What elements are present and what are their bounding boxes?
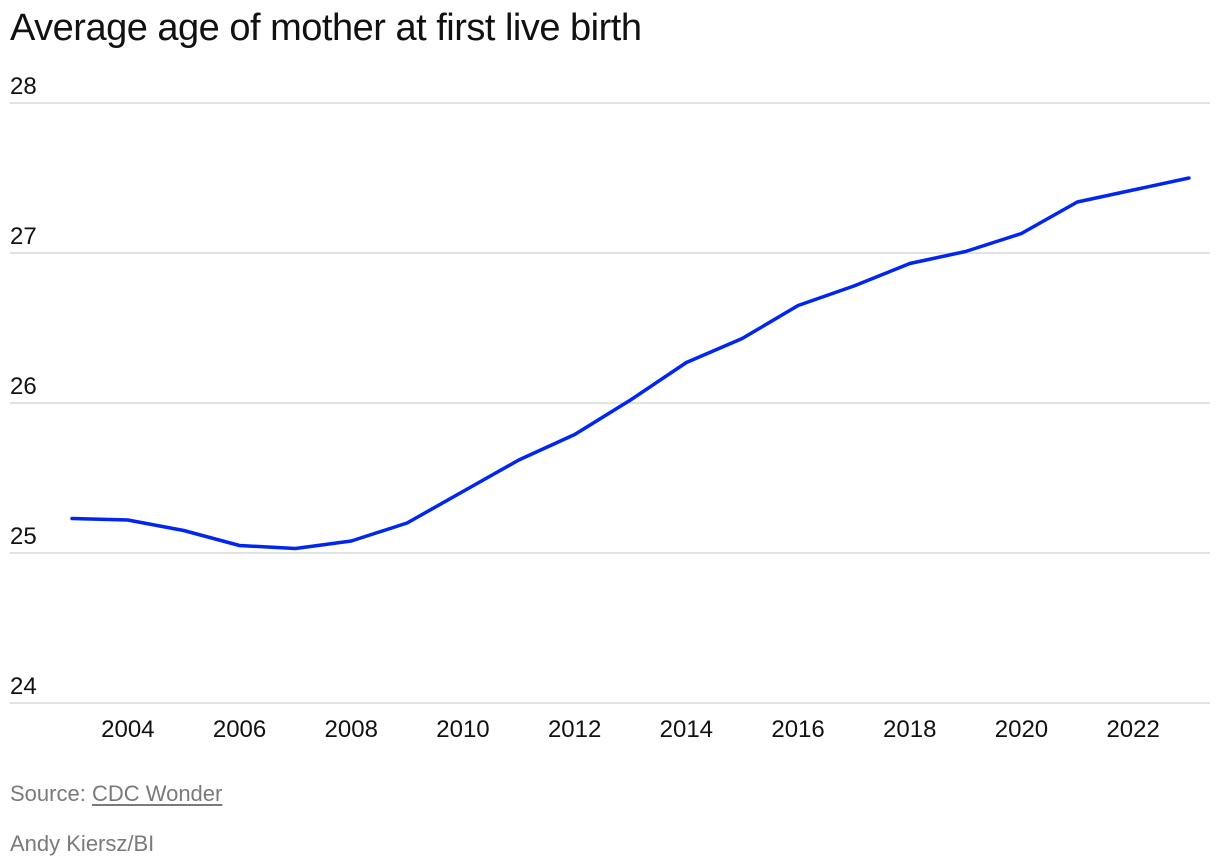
data-point[interactable] <box>401 517 413 529</box>
x-tick-label: 2022 <box>1106 716 1159 743</box>
data-point[interactable] <box>1183 172 1195 184</box>
source-note: Source: CDC Wonder <box>10 780 222 808</box>
data-point[interactable] <box>345 535 357 547</box>
series-group <box>66 172 1195 555</box>
x-tick-label: 2008 <box>325 716 378 743</box>
source-link[interactable]: CDC Wonder <box>91 781 223 806</box>
data-point[interactable] <box>66 513 78 525</box>
y-tick-label: 27 <box>10 223 37 250</box>
y-tick-label: 24 <box>10 673 37 700</box>
data-point[interactable] <box>680 357 692 369</box>
x-tick-label: 2014 <box>660 716 713 743</box>
series-line <box>70 176 1191 551</box>
x-tick-label: 2006 <box>213 716 266 743</box>
data-point[interactable] <box>625 394 637 406</box>
x-tick-label: 2012 <box>548 716 601 743</box>
data-point[interactable] <box>848 280 860 292</box>
x-tick-label: 2010 <box>436 716 489 743</box>
chart-title: Average age of mother at first live birt… <box>10 7 642 49</box>
x-tick-label: 2004 <box>101 716 154 743</box>
y-tick-label: 26 <box>10 373 37 400</box>
data-point[interactable] <box>234 540 246 552</box>
data-point[interactable] <box>960 246 972 258</box>
x-tick-label: 2020 <box>995 716 1048 743</box>
data-point[interactable] <box>736 333 748 345</box>
data-point[interactable] <box>513 454 525 466</box>
x-axis-ticks: 2004 2006 2008 2010 2012 2014 2016 2018 2020 2022 <box>101 716 1160 743</box>
data-point[interactable] <box>904 258 916 270</box>
data-point[interactable] <box>1071 196 1083 208</box>
y-tick-label: 28 <box>10 73 37 100</box>
data-point[interactable] <box>457 486 469 498</box>
y-tick-label: 25 <box>10 523 37 550</box>
data-point[interactable] <box>792 300 804 312</box>
data-point[interactable] <box>122 514 134 526</box>
gridlines <box>10 102 1210 704</box>
data-point[interactable] <box>1127 184 1139 196</box>
data-point[interactable] <box>1015 228 1027 240</box>
data-point[interactable] <box>569 429 581 441</box>
y-axis-ticks: 24 25 26 27 28 <box>10 73 37 700</box>
data-point[interactable] <box>289 543 301 555</box>
source-label: Source: <box>10 781 92 806</box>
credit-note: Andy Kiersz/BI <box>10 831 155 856</box>
data-point[interactable] <box>178 525 190 537</box>
x-tick-label: 2018 <box>883 716 936 743</box>
x-tick-label: 2016 <box>771 716 824 743</box>
